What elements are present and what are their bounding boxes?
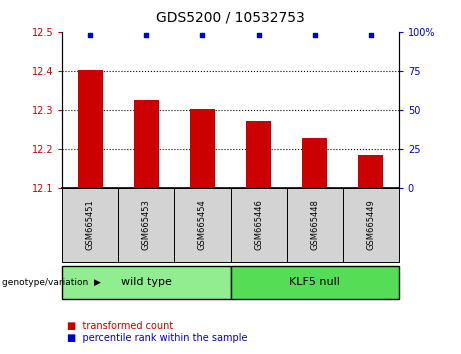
Text: GSM665454: GSM665454 [198,199,207,250]
Text: wild type: wild type [121,277,172,287]
Text: GDS5200 / 10532753: GDS5200 / 10532753 [156,11,305,25]
Point [199,32,206,38]
Text: genotype/variation  ▶: genotype/variation ▶ [2,278,101,287]
Point [142,32,150,38]
Bar [134,100,159,188]
Bar [190,109,215,188]
Text: GSM665453: GSM665453 [142,199,151,250]
Text: GSM665451: GSM665451 [86,199,95,250]
Point [87,32,94,38]
Bar [77,70,103,188]
Text: GSM665449: GSM665449 [366,199,375,250]
Text: ■  transformed count: ■ transformed count [67,321,173,331]
Text: GSM665448: GSM665448 [310,199,319,250]
Text: KLF5 null: KLF5 null [289,277,340,287]
Point [367,32,374,38]
Point [255,32,262,38]
Bar [246,121,271,188]
Text: ■  percentile rank within the sample: ■ percentile rank within the sample [67,333,248,343]
Bar [358,155,384,188]
Text: GSM665446: GSM665446 [254,199,263,250]
Bar [302,138,327,188]
Point [311,32,318,38]
